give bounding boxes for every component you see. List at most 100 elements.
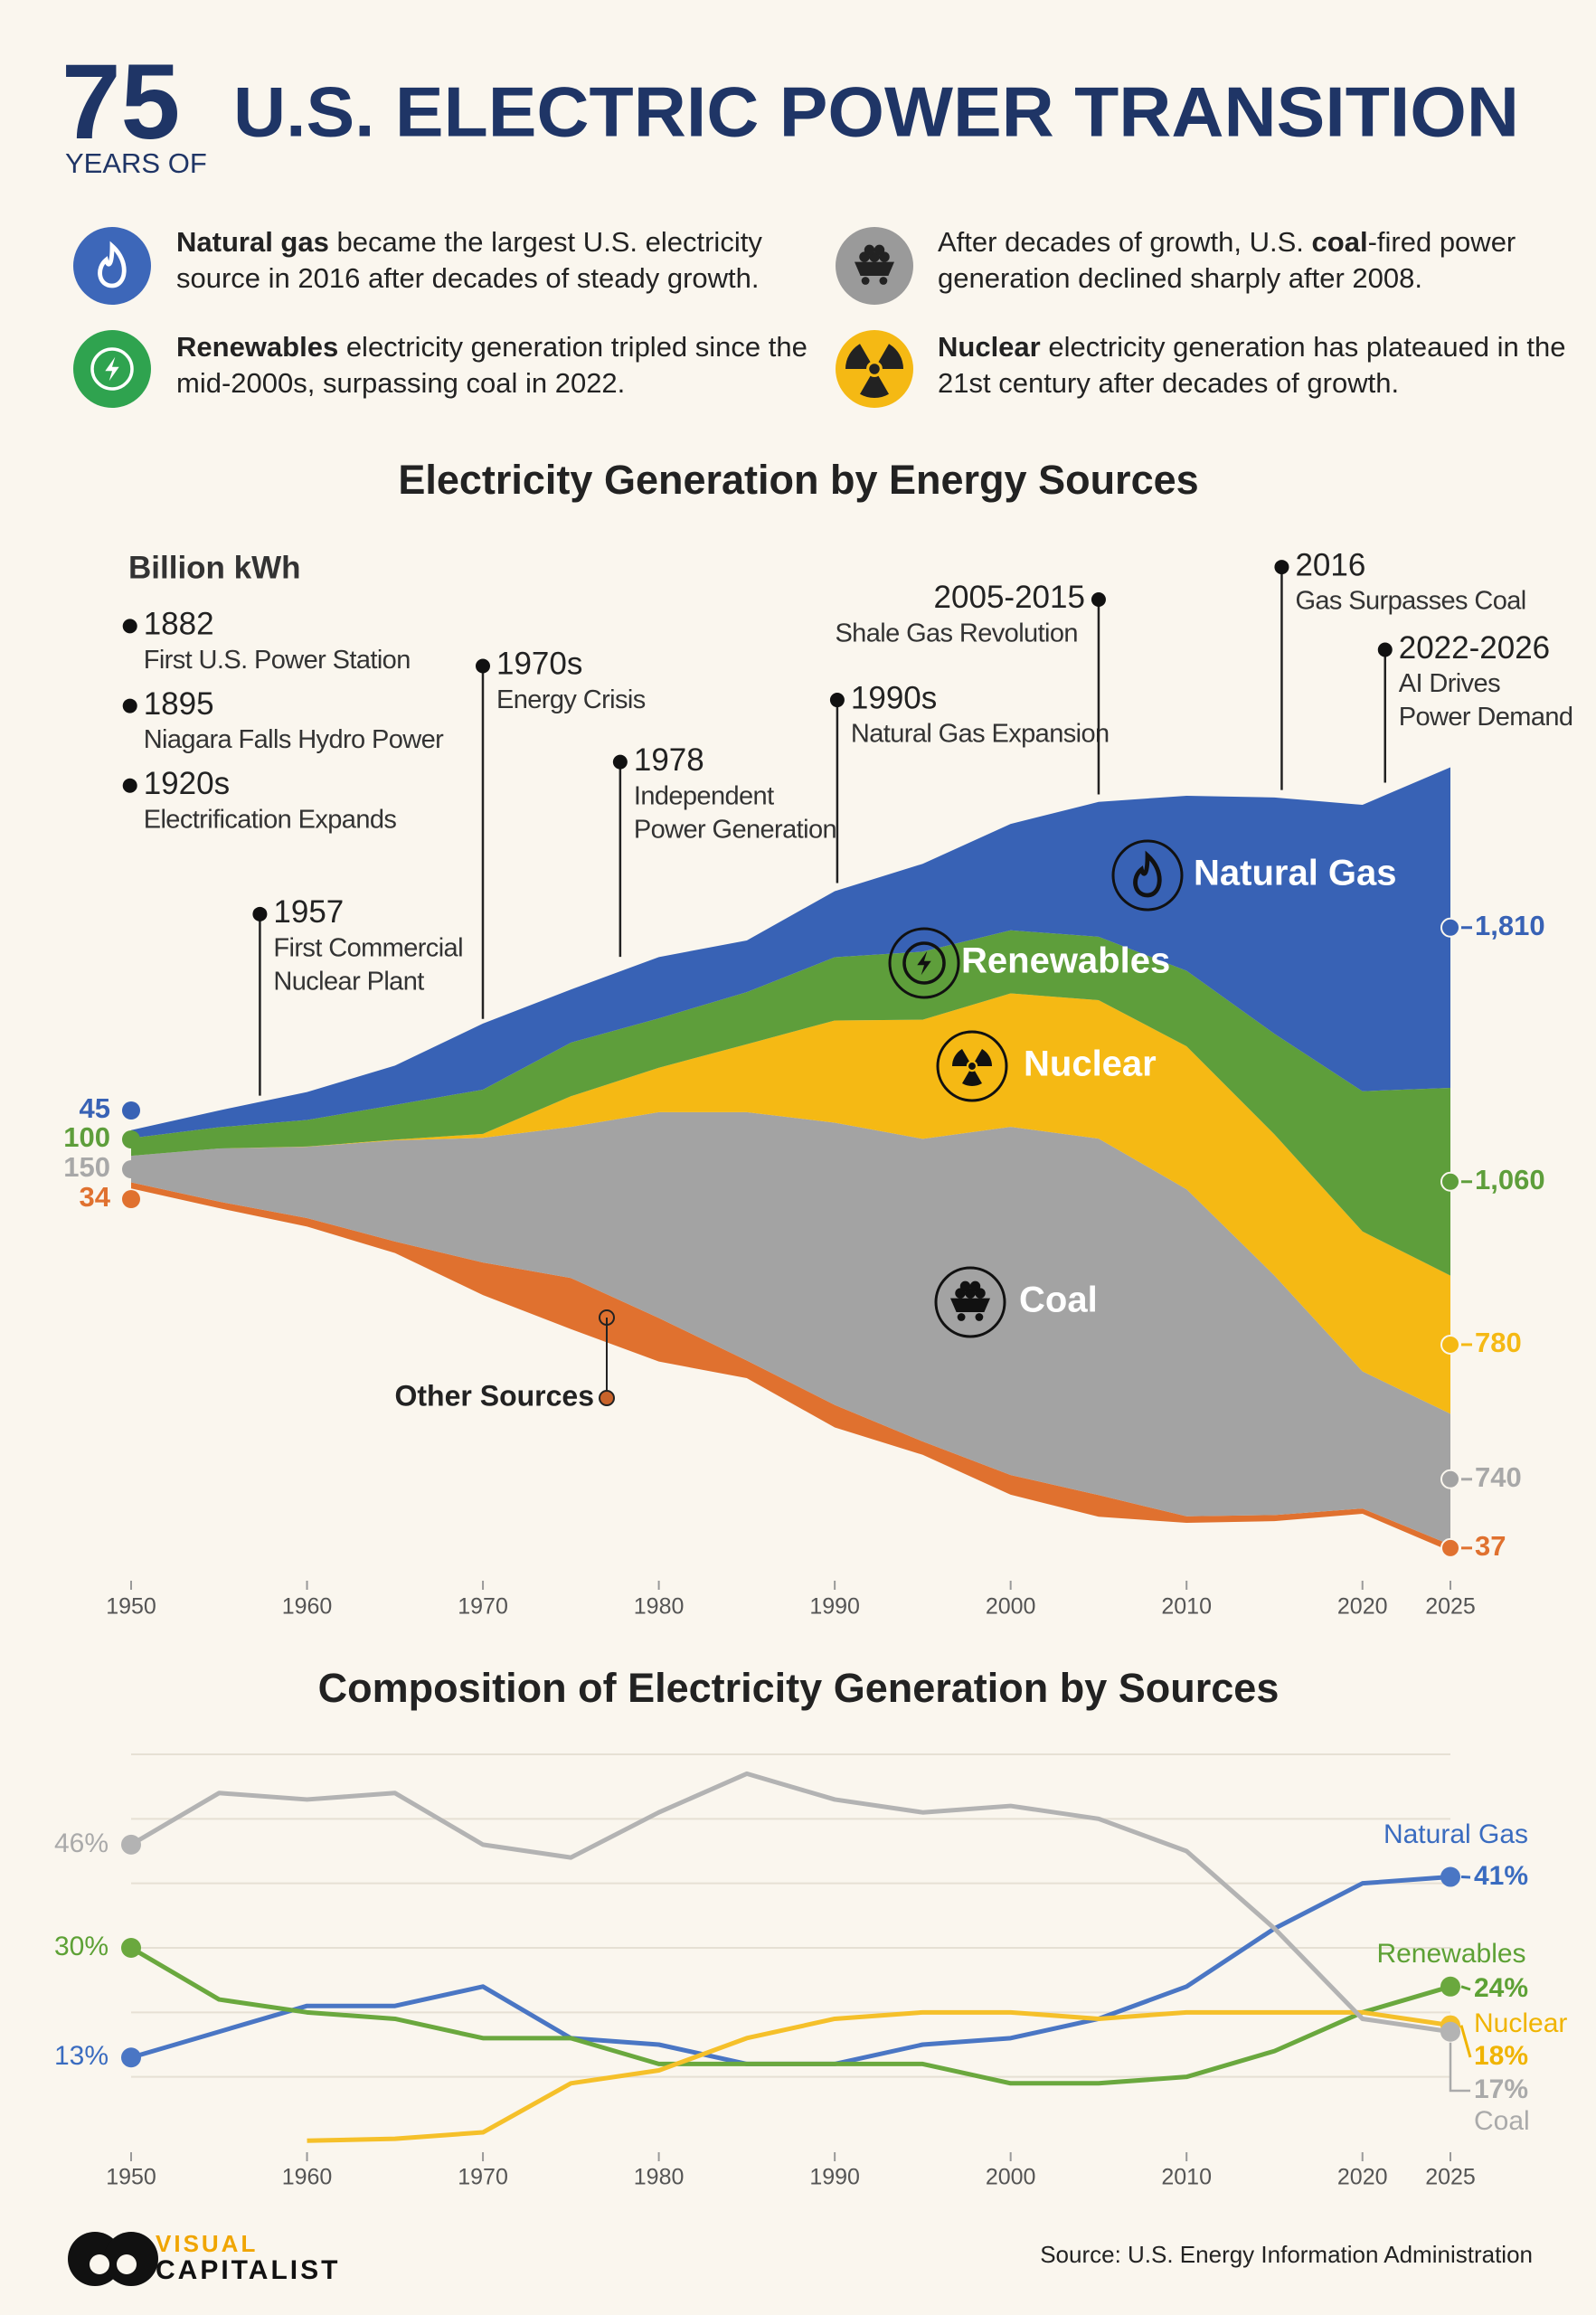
line <box>129 1771 1451 2035</box>
x-tick-label: 2025 <box>1425 1594 1476 1620</box>
highlight-text: Nuclear <box>938 331 1041 363</box>
end-label: 740 <box>1475 1461 1522 1493</box>
start-dot <box>122 1190 140 1208</box>
band-icon <box>1111 839 1184 912</box>
chart-title: Electricity Generation by Energy Sources <box>398 457 1198 503</box>
point <box>121 2047 141 2068</box>
y-axis-label: Billion kWh <box>128 550 301 585</box>
start-label: 45 <box>80 1092 110 1124</box>
annotation-text: Natural Gas Expansion <box>851 720 1110 749</box>
series-label: Renewables <box>1376 1939 1525 1969</box>
start-label: 13% <box>54 2041 109 2071</box>
x-tick-label: 1980 <box>634 1594 685 1620</box>
highlight-text: electricity generation tripled since the… <box>176 331 807 399</box>
band-icon <box>934 1266 1006 1338</box>
annotation-dot <box>1377 642 1393 657</box>
annotation-label: 1990s <box>851 680 937 715</box>
annotation-text: Shale Gas Revolution <box>835 619 1078 648</box>
end-dot <box>1440 917 1460 938</box>
annotation-dot <box>1091 591 1106 607</box>
annotation-text: First U.S. Power Station <box>144 646 411 675</box>
annotation-dot <box>252 906 268 921</box>
point <box>1440 2021 1460 2042</box>
highlight: Renewables electricity generation triple… <box>176 329 827 402</box>
start-label: 46% <box>54 1828 109 1858</box>
highlight-text: After decades of growth, U.S. <box>938 226 1312 258</box>
icon-trefoil <box>952 1048 992 1086</box>
annotation-label: 2022-2026 <box>1399 630 1550 666</box>
x-tick-label: 2000 <box>986 2165 1036 2190</box>
icon-trefoil-center <box>968 1063 976 1070</box>
callout-dot <box>599 1309 615 1326</box>
annotation-text: Power Demand <box>1399 703 1573 732</box>
band-label: Natural Gas <box>1194 854 1397 893</box>
highlight-text: electricity generation has plateaued in … <box>938 331 1566 399</box>
start-dot <box>122 1130 140 1148</box>
x-tick-label: 2020 <box>1337 1594 1388 1620</box>
icon-cart <box>950 1298 990 1312</box>
x-tick-label: 2020 <box>1337 2165 1388 2190</box>
band-icon <box>936 1030 1008 1102</box>
callout-dot <box>599 1390 615 1406</box>
chart-title: Composition of Electricity Generation by… <box>318 1665 1280 1711</box>
icon-coal-lump <box>864 244 875 256</box>
x-tick-label: 1970 <box>458 2165 508 2190</box>
end-dash <box>1460 1985 1471 1991</box>
icon-flame <box>1133 850 1162 898</box>
start-label: 100 <box>63 1121 110 1153</box>
annotation-text: Power Generation <box>634 815 836 844</box>
icon-flame <box>98 241 127 288</box>
highlight-icon <box>73 227 151 305</box>
start-dot <box>122 1160 140 1178</box>
series-label: Coal <box>1474 2106 1530 2136</box>
x-tick-label: 1960 <box>282 1594 333 1620</box>
icon-bolt <box>105 356 119 382</box>
x-tick-label: 1990 <box>809 2165 860 2190</box>
annotation-label: 2016 <box>1295 547 1365 582</box>
icon-ring <box>902 941 946 985</box>
end-label: 37 <box>1475 1530 1506 1562</box>
band-label: Coal <box>1019 1280 1098 1320</box>
area <box>131 993 1450 1414</box>
area <box>131 930 1450 1276</box>
start-label: 150 <box>63 1151 110 1183</box>
annotation-text: Nuclear Plant <box>273 967 424 996</box>
icon-coal-lump <box>969 1280 981 1292</box>
icon-cart <box>855 261 894 276</box>
x-tick-label: 1950 <box>106 1594 156 1620</box>
icon-trefoil <box>845 344 903 398</box>
logo-top: VISUAL <box>156 2230 258 2257</box>
end-dot <box>1440 1171 1460 1192</box>
logo-mark <box>90 2254 109 2274</box>
icon-trefoil-center <box>869 364 880 374</box>
highlight-text: Renewables <box>176 331 339 363</box>
end-label: 17% <box>1474 2074 1528 2104</box>
band-label: Renewables <box>961 941 1170 981</box>
point <box>121 1938 141 1958</box>
x-tick-label: 1970 <box>458 1594 508 1620</box>
source: Source: U.S. Energy Information Administ… <box>1040 2241 1533 2268</box>
header-prefix: YEARS OF <box>65 147 207 179</box>
annotation-text: Niagara Falls Hydro Power <box>144 725 444 754</box>
annotation-text: Electrification Expands <box>144 805 397 834</box>
annotation-label: 1895 <box>144 686 214 722</box>
icon-wheel <box>861 277 870 285</box>
start-label: 30% <box>54 1932 109 1961</box>
annotation-label: 1978 <box>634 742 704 778</box>
end-label: 18% <box>1474 2041 1528 2071</box>
annotation-text: AI Drives <box>1399 669 1500 698</box>
annotation-label: 2005-2015 <box>934 580 1085 615</box>
logo-bottom: CAPITALIST <box>156 2255 340 2285</box>
icon-wheel <box>879 277 888 285</box>
annotation-label: 1882 <box>144 607 214 642</box>
annotation-dot <box>829 693 845 708</box>
x-tick-label: 1960 <box>282 2165 333 2190</box>
x-tick-label: 2010 <box>1161 1594 1212 1620</box>
x-tick-label: 2025 <box>1425 2165 1476 2190</box>
highlight-text: -fired power generation declined sharply… <box>938 226 1516 294</box>
annotation-text: Gas Surpasses Coal <box>1295 587 1525 616</box>
band-label: Other Sources <box>394 1379 594 1412</box>
point <box>1440 1866 1460 1887</box>
annotation-dot <box>122 619 137 634</box>
